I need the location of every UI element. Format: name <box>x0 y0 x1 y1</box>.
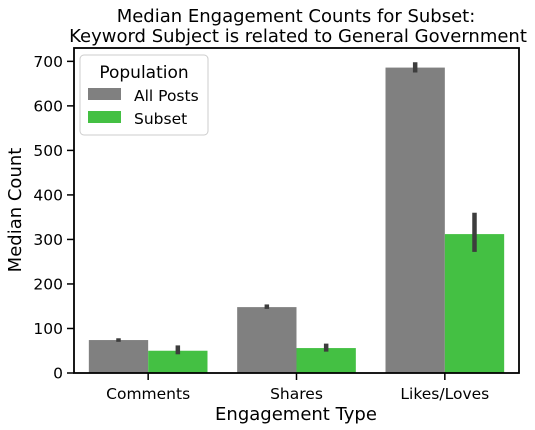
legend-title: Population <box>99 63 188 83</box>
x-tick-label-likes-loves: Likes/Loves <box>400 385 489 403</box>
bar-subset-likes-loves <box>445 234 504 373</box>
y-axis: 0 100 200 300 400 500 600 700 <box>33 53 74 383</box>
y-tick-label-700: 700 <box>33 53 63 71</box>
y-tick-label-200: 200 <box>33 275 63 293</box>
x-axis: Comments Shares Likes/Loves <box>106 373 489 403</box>
legend-label-all-posts: All Posts <box>134 87 199 105</box>
y-tick-label-400: 400 <box>33 186 63 204</box>
y-tick-label-300: 300 <box>33 231 63 249</box>
legend-label-subset: Subset <box>134 110 187 128</box>
chart-title-line-2: Keyword Subject is related to General Go… <box>69 26 527 47</box>
bar-all-posts-comments <box>89 340 148 373</box>
legend: Population All Posts Subset <box>80 55 208 135</box>
y-tick-label-500: 500 <box>33 142 63 160</box>
x-tick-label-shares: Shares <box>270 385 323 403</box>
bar-all-posts-shares <box>237 307 296 373</box>
chart-title-line-1: Median Engagement Counts for Subset: <box>117 6 476 27</box>
legend-swatch-subset <box>88 111 121 123</box>
legend-swatch-all-posts <box>88 88 121 100</box>
y-axis-label: Median Count <box>5 148 26 273</box>
x-tick-label-comments: Comments <box>106 385 190 403</box>
y-tick-label-100: 100 <box>33 320 63 338</box>
bar-subset-shares <box>297 348 356 373</box>
bar-all-posts-likes-loves <box>386 68 445 373</box>
y-tick-label-600: 600 <box>33 97 63 115</box>
y-tick-label-0: 0 <box>53 365 63 383</box>
x-axis-label: Engagement Type <box>215 404 377 425</box>
